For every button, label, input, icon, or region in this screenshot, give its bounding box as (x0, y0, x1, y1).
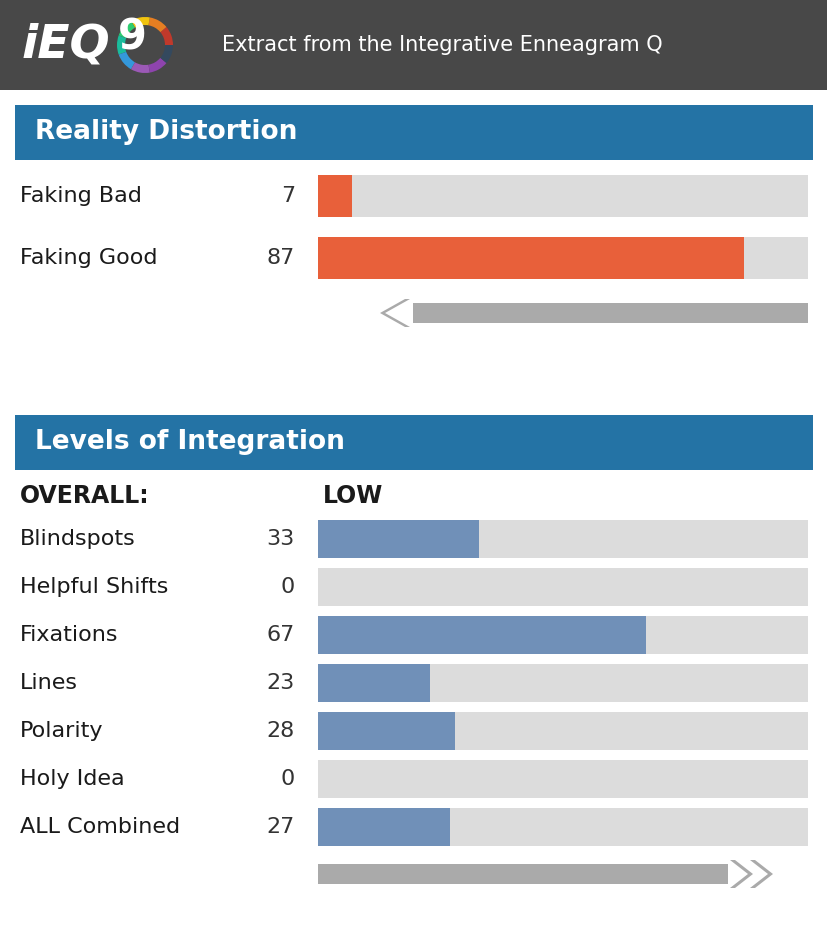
Text: Extract from the Integrative Enneagram Q: Extract from the Integrative Enneagram Q (222, 35, 662, 55)
Bar (318, 616, 807, 654)
Bar (318, 568, 807, 606)
Text: Reality Distortion: Reality Distortion (35, 119, 297, 145)
Text: 0: 0 (280, 769, 294, 789)
Polygon shape (729, 860, 752, 888)
Bar (318, 175, 807, 217)
Polygon shape (380, 299, 409, 327)
Text: 7: 7 (280, 186, 294, 206)
Bar (0, 0, 827, 90)
Text: Helpful Shifts: Helpful Shifts (20, 577, 168, 597)
Bar (318, 237, 743, 279)
Wedge shape (117, 35, 126, 54)
Wedge shape (160, 45, 173, 63)
Text: ALL Combined: ALL Combined (20, 817, 180, 837)
Text: 0: 0 (280, 577, 294, 597)
Text: Faking Good: Faking Good (20, 248, 157, 268)
Text: 9: 9 (118, 17, 146, 59)
Text: Faking Bad: Faking Bad (20, 186, 141, 206)
Wedge shape (118, 52, 135, 69)
Text: LOW: LOW (323, 484, 383, 508)
Bar (413, 303, 807, 323)
Bar (318, 760, 807, 798)
Text: 33: 33 (266, 529, 294, 549)
Text: 27: 27 (266, 817, 294, 837)
Text: Lines: Lines (20, 673, 78, 693)
Bar (318, 616, 645, 654)
Wedge shape (160, 27, 173, 45)
Text: 28: 28 (266, 721, 294, 741)
Wedge shape (148, 58, 166, 72)
Text: 23: 23 (266, 673, 294, 693)
Bar (318, 864, 727, 884)
Text: 67: 67 (266, 625, 294, 645)
Wedge shape (148, 17, 166, 32)
Text: Fixations: Fixations (20, 625, 118, 645)
Bar (318, 520, 807, 558)
Bar (318, 712, 455, 750)
Bar (318, 520, 479, 558)
Text: Levels of Integration: Levels of Integration (35, 429, 345, 455)
Text: GOOD: GOOD (654, 867, 700, 881)
Text: GOOD: GOOD (414, 306, 461, 320)
Bar (318, 808, 807, 846)
Bar (318, 712, 807, 750)
Wedge shape (131, 17, 150, 28)
Polygon shape (749, 860, 772, 888)
Bar (15, 105, 812, 160)
Bar (15, 415, 812, 470)
Bar (318, 808, 449, 846)
Wedge shape (118, 21, 135, 38)
Bar (318, 664, 429, 702)
Text: Blindspots: Blindspots (20, 529, 136, 549)
Text: OVERALL:: OVERALL: (20, 484, 150, 508)
Text: iEQ: iEQ (22, 23, 111, 68)
Wedge shape (131, 63, 150, 73)
Text: 87: 87 (266, 248, 294, 268)
Bar (318, 664, 807, 702)
Text: Polarity: Polarity (20, 721, 103, 741)
Bar (318, 237, 807, 279)
Bar (318, 175, 351, 217)
Text: Holy Idea: Holy Idea (20, 769, 125, 789)
